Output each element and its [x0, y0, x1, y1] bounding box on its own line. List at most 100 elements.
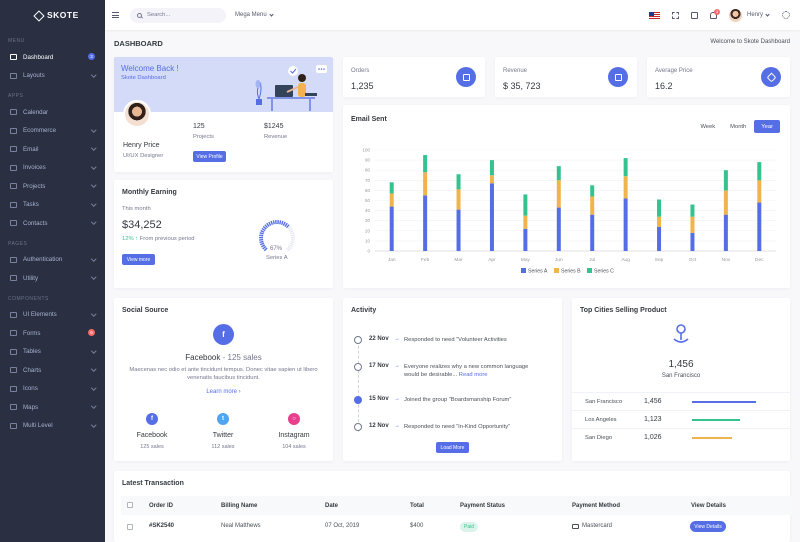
revenue-label: Revenue [264, 134, 288, 140]
x-tick-label: Jul [589, 257, 595, 263]
city-progress-fill [692, 437, 732, 439]
sidebar-item-email[interactable]: Email [0, 140, 105, 159]
sidebar-item-maps[interactable]: Maps [0, 398, 105, 417]
gauge-tick [260, 242, 265, 246]
bar-segment [489, 160, 494, 176]
user-name[interactable]: Henry [746, 12, 763, 18]
tab-year[interactable]: Year [754, 120, 780, 133]
arrow-right-icon: → [394, 336, 400, 342]
view-details-button[interactable]: View Details [690, 521, 726, 532]
load-more-button[interactable]: Load More [436, 442, 469, 453]
gauge-tick [287, 225, 292, 230]
city-top-value: 1,456 [668, 359, 694, 370]
tab-week[interactable]: Week [700, 123, 716, 130]
sidebar-item-ui-elements[interactable]: UI Elements [0, 306, 105, 325]
bar-segment [389, 182, 394, 194]
order-id[interactable]: #SK2540 [149, 523, 175, 529]
brand-logo[interactable]: SKOTE [0, 0, 105, 30]
sidebar-item-forms[interactable]: Forms 6 [0, 324, 105, 343]
activity-date: 22 Nov [369, 336, 389, 342]
city-progress-fill [692, 419, 740, 421]
arrow-right-icon: → [394, 423, 400, 429]
sidebar-item-contacts[interactable]: Contacts [0, 214, 105, 233]
ui-elements-icon [10, 311, 17, 318]
sidebar-item-label: Charts [23, 366, 42, 374]
apps-grid-icon[interactable] [671, 11, 679, 19]
search-input[interactable]: Search... [147, 12, 171, 18]
mega-menu[interactable]: Mega Menu [235, 11, 274, 18]
view-more-button[interactable]: View more [122, 254, 155, 265]
gauge-tick [268, 221, 272, 226]
menu-section-title: MENU [8, 38, 25, 44]
tab-month[interactable]: Month [730, 123, 747, 130]
sidebar-item-label: Forms [23, 329, 41, 337]
gear-icon[interactable] [782, 11, 790, 19]
sidebar-item-tasks[interactable]: Tasks [0, 196, 105, 215]
bell-icon[interactable]: 3 [709, 8, 720, 19]
top-cities-card: Top Cities Selling Product 1,456 San Fra… [572, 298, 790, 461]
instagram-icon[interactable]: ○ [288, 413, 300, 425]
gauge-tick [289, 229, 294, 233]
sidebar-item-invoices[interactable]: Invoices [0, 159, 105, 178]
menu-toggle-icon[interactable] [112, 12, 119, 18]
gauge-tick [262, 225, 267, 230]
maps-icon [10, 404, 17, 411]
user-avatar[interactable] [728, 8, 742, 22]
social-description: Maecenas nec odio et ante tincidunt temp… [129, 367, 318, 381]
chevron-down-icon [269, 11, 274, 17]
sidebar-item-ecommerce[interactable]: Ecommerce [0, 122, 105, 141]
activity-date: 15 Nov [369, 396, 389, 402]
city-progress [692, 437, 772, 439]
sidebar-item-calendar[interactable]: Calendar [0, 103, 105, 122]
chevron-down-icon [90, 182, 96, 188]
sidebar-item-charts[interactable]: Charts [0, 361, 105, 380]
y-tick-label: 0 [367, 249, 370, 254]
sidebar-item-multi-level[interactable]: Multi Level [0, 417, 105, 436]
gauge-tick [260, 244, 266, 248]
status-badge: Paid [460, 522, 479, 532]
sidebar-item-dashboard[interactable]: Dashboard 3 [0, 48, 105, 67]
sidebar-item-label: Contacts [23, 219, 48, 227]
activity-text-body: Responded to need “Volunteer Activities [404, 337, 507, 343]
us-flag-icon[interactable] [648, 11, 660, 19]
bar-segment [657, 199, 662, 217]
select-all-checkbox[interactable] [127, 502, 133, 508]
facebook-icon: f [213, 324, 234, 345]
bar-segment [723, 214, 728, 251]
gauge-tick [259, 240, 264, 244]
sidebar-item-label: Tables [23, 348, 41, 356]
sidebar-item-authentication[interactable]: Authentication [0, 251, 105, 270]
legend-label: Series C [594, 269, 614, 275]
sidebar: SKOTE MENU Dashboard 3 Layouts APPS Calendar E… [0, 0, 105, 542]
sidebar-item-utility[interactable]: Utility [0, 269, 105, 288]
row-checkbox[interactable] [127, 524, 133, 530]
breadcrumb: Welcome to Skote Dashboard [710, 39, 790, 45]
sidebar-item-projects[interactable]: Projects [0, 177, 105, 196]
twitter-icon[interactable]: t [217, 413, 229, 425]
activity-date: 12 Nov [369, 423, 389, 429]
search-icon [137, 12, 142, 18]
facebook-icon[interactable]: f [146, 413, 158, 425]
billing-name: Neal Matthews [221, 523, 261, 529]
search-box[interactable]: Search... [130, 7, 226, 23]
fullscreen-icon[interactable] [690, 11, 698, 19]
gauge-tick [288, 227, 293, 232]
skote-logo-icon [34, 11, 43, 20]
sidebar-item-label: Icons [23, 385, 38, 393]
chevron-down-icon[interactable] [765, 11, 770, 17]
gauge-tick [286, 247, 291, 252]
sidebar-item-layouts[interactable]: Layouts [0, 67, 105, 86]
sidebar-item-icons[interactable]: Icons [0, 380, 105, 399]
monthly-earning-title: Monthly Earning [122, 189, 177, 196]
sidebar-item-tables[interactable]: Tables [0, 343, 105, 362]
read-more-link[interactable]: Read more [458, 372, 488, 378]
view-profile-button[interactable]: View Profile [193, 151, 226, 162]
learn-more-link[interactable]: Learn more › [114, 389, 333, 395]
x-tick-label: Sep [655, 257, 664, 263]
gauge-tick [263, 247, 268, 252]
x-tick-label: Apr [488, 257, 496, 263]
legend-label: Series B [561, 269, 581, 275]
bar-segment [456, 189, 461, 210]
social-name: Instagram [278, 432, 310, 439]
icons-icon [10, 385, 17, 392]
